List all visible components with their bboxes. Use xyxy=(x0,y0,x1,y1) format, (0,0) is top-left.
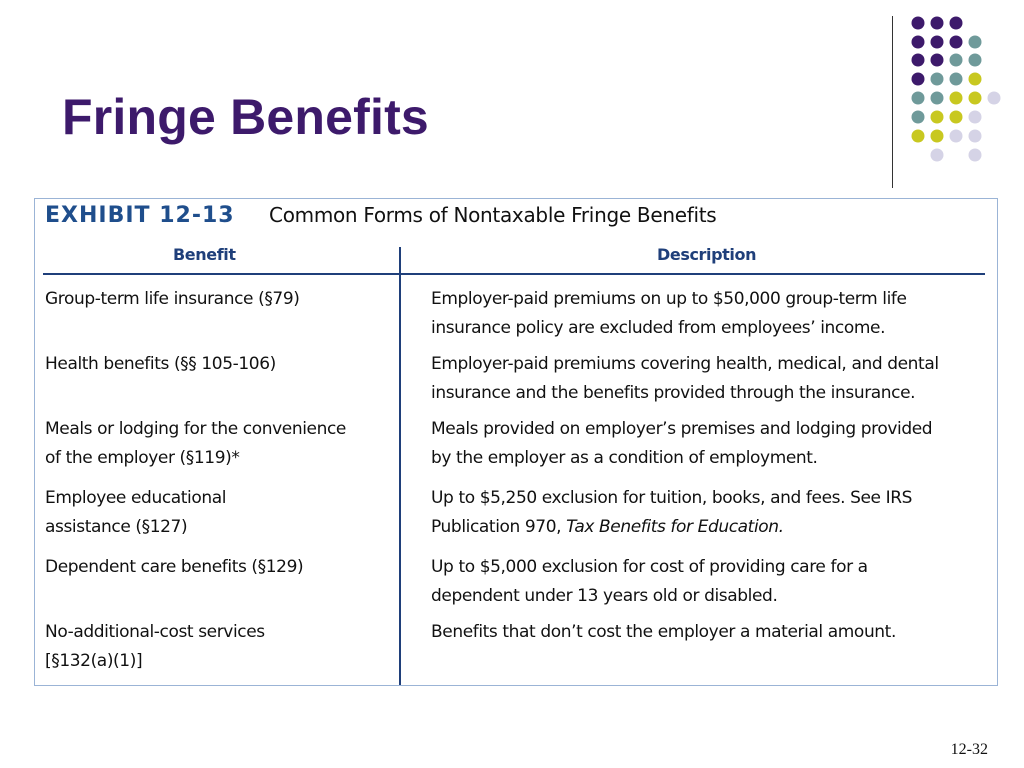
benefit-text: of the employer (§119)* xyxy=(45,448,240,468)
decorative-dot xyxy=(930,110,944,124)
decorative-dot xyxy=(930,148,944,162)
decorative-dot xyxy=(949,35,963,49)
description-cell: Up to $5,000 exclusion for cost of provi… xyxy=(431,553,991,611)
decorative-dot xyxy=(968,72,982,86)
decorative-dot xyxy=(949,16,963,30)
decorative-dot xyxy=(949,53,963,67)
decorative-dot xyxy=(930,91,944,105)
benefit-text: No-additional-cost services xyxy=(45,622,265,642)
description-cell: Meals provided on employer’s premises an… xyxy=(431,415,991,473)
header-rule xyxy=(43,273,985,275)
benefit-cell: Meals or lodging for the convenience of … xyxy=(45,415,385,473)
column-header-description: Description xyxy=(657,245,757,264)
description-text: insurance and the benefits provided thro… xyxy=(431,383,916,403)
decorative-dot xyxy=(930,129,944,143)
description-text: Up to $5,000 exclusion for cost of provi… xyxy=(431,557,868,577)
column-divider xyxy=(399,247,401,685)
decorative-dot xyxy=(911,129,925,143)
decorative-dot xyxy=(911,16,925,30)
exhibit-header: EXHIBIT 12-13 Common Forms of Nontaxable… xyxy=(45,203,717,233)
exhibit-table: EXHIBIT 12-13 Common Forms of Nontaxable… xyxy=(34,198,998,686)
decorative-dot xyxy=(911,91,925,105)
description-text: Publication 970, xyxy=(431,517,567,537)
decorative-dot xyxy=(968,129,982,143)
description-cell: Up to $5,250 exclusion for tuition, book… xyxy=(431,484,991,542)
decorative-dot xyxy=(949,110,963,124)
benefit-text: Group-term life insurance (§79) xyxy=(45,289,300,309)
decorative-dot xyxy=(911,72,925,86)
benefit-cell: Dependent care benefits (§129) xyxy=(45,553,385,582)
decorative-dot xyxy=(968,110,982,124)
description-cell: Employer-paid premiums on up to $50,000 … xyxy=(431,285,991,343)
description-cell: Benefits that don’t cost the employer a … xyxy=(431,618,991,647)
description-text-with-italic: Publication 970, Tax Benefits for Educat… xyxy=(431,513,991,542)
publication-title: Tax Benefits for Education. xyxy=(566,517,784,537)
decorative-dot xyxy=(911,53,925,67)
decorative-dot xyxy=(968,53,982,67)
benefit-cell: Group-term life insurance (§79) xyxy=(45,285,385,314)
description-text: Employer-paid premiums on up to $50,000 … xyxy=(431,289,907,309)
decorative-dot xyxy=(987,91,1001,105)
description-text: insurance policy are excluded from emplo… xyxy=(431,318,886,338)
exhibit-number: EXHIBIT 12-13 xyxy=(45,203,235,228)
description-text: dependent under 13 years old or disabled… xyxy=(431,586,778,606)
description-text: Meals provided on employer’s premises an… xyxy=(431,419,933,439)
decorative-dot-grid xyxy=(911,16,1001,162)
description-cell: Employer-paid premiums covering health, … xyxy=(431,350,991,408)
decorative-dot xyxy=(911,35,925,49)
decorative-dot xyxy=(949,129,963,143)
decorative-dot xyxy=(968,148,982,162)
description-text: Employer-paid premiums covering health, … xyxy=(431,354,939,374)
benefit-text: assistance (§127) xyxy=(45,517,188,537)
decorative-dot xyxy=(930,35,944,49)
title-divider-line xyxy=(892,16,893,188)
benefit-cell: No-additional-cost services [§132(a)(1)] xyxy=(45,618,385,676)
description-text: Up to $5,250 exclusion for tuition, book… xyxy=(431,488,913,508)
benefit-cell: Health benefits (§§ 105-106) xyxy=(45,350,385,379)
slide-title: Fringe Benefits xyxy=(62,89,429,145)
description-text: by the employer as a condition of employ… xyxy=(431,448,818,468)
column-header-benefit: Benefit xyxy=(173,245,236,264)
decorative-dot xyxy=(930,16,944,30)
benefit-text: Meals or lodging for the convenience xyxy=(45,419,346,439)
description-text: Benefits that don’t cost the employer a … xyxy=(431,622,896,642)
decorative-dot xyxy=(930,72,944,86)
decorative-dot xyxy=(968,91,982,105)
benefit-text: [§132(a)(1)] xyxy=(45,651,143,671)
decorative-dot xyxy=(930,53,944,67)
decorative-dot xyxy=(968,35,982,49)
benefit-cell: Employee educational assistance (§127) xyxy=(45,484,385,542)
benefit-text: Employee educational xyxy=(45,488,227,508)
decorative-dot xyxy=(911,110,925,124)
exhibit-title: Common Forms of Nontaxable Fringe Benefi… xyxy=(269,203,717,227)
decorative-dot xyxy=(949,72,963,86)
benefit-text: Health benefits (§§ 105-106) xyxy=(45,354,276,374)
decorative-dot xyxy=(949,91,963,105)
benefit-text: Dependent care benefits (§129) xyxy=(45,557,304,577)
page-number: 12-32 xyxy=(950,741,988,758)
